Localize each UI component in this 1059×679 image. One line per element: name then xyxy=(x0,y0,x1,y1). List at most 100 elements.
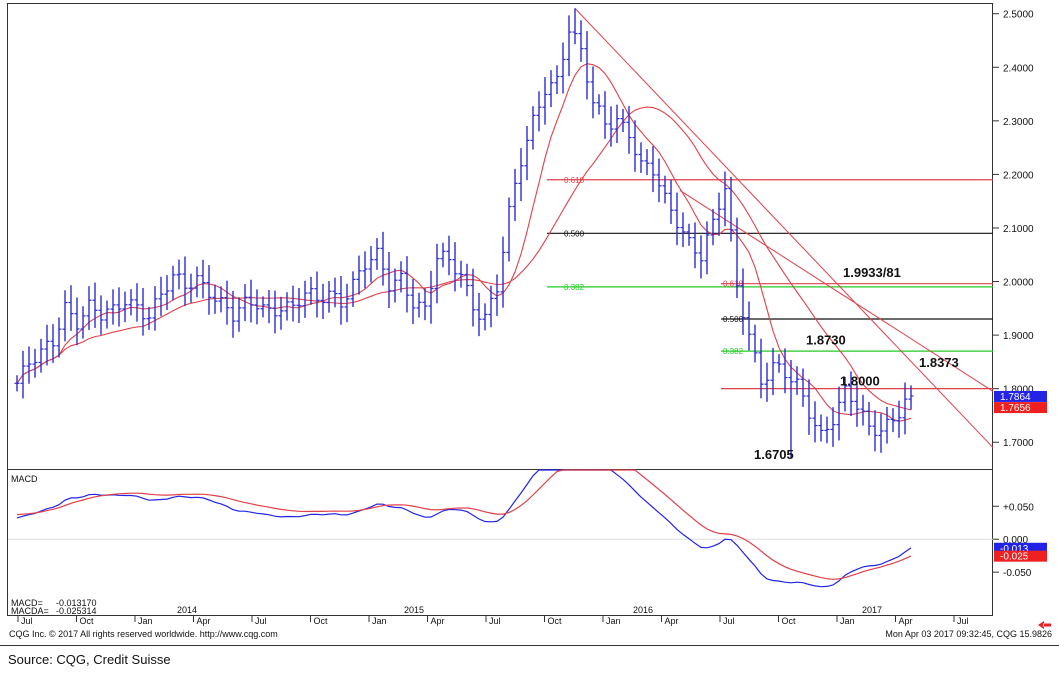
macda-value: -0.025314 xyxy=(56,606,97,616)
price-bar xyxy=(764,362,770,402)
price-bar xyxy=(572,8,578,45)
price-bar xyxy=(692,222,698,269)
price-annotation: 1.6705 xyxy=(754,447,794,462)
x-tick-label: Oct xyxy=(548,616,563,626)
price-bar xyxy=(344,283,350,323)
fib-level-label: 0.618 xyxy=(723,280,744,289)
fib-level-label: 0.382 xyxy=(564,283,585,292)
price-bar xyxy=(170,265,176,301)
price-bar xyxy=(614,104,620,144)
price-bar xyxy=(404,256,410,313)
price-bar xyxy=(230,290,236,338)
price-bar xyxy=(602,91,608,139)
price-bar xyxy=(830,407,836,447)
price-bar xyxy=(368,246,374,283)
price-panel-frame xyxy=(7,3,993,470)
y-tick-label: 2.5000 xyxy=(1003,10,1034,21)
price-bar xyxy=(398,261,404,293)
price-bar xyxy=(746,301,752,351)
price-bar xyxy=(668,179,674,224)
price-bar xyxy=(650,146,656,193)
price-bar xyxy=(26,346,32,384)
price-bar xyxy=(152,286,158,331)
price-bar xyxy=(608,106,614,147)
last-price-box xyxy=(994,390,1047,402)
price-bar xyxy=(620,108,626,133)
price-bar xyxy=(596,94,602,115)
price-bar xyxy=(788,360,794,459)
price-bar xyxy=(92,282,98,328)
price-bar xyxy=(770,347,776,396)
price-bar xyxy=(44,324,50,366)
price-bar xyxy=(656,158,662,203)
price-bar xyxy=(194,266,200,298)
price-bar xyxy=(248,279,254,323)
price-bar xyxy=(584,31,590,100)
price-bar xyxy=(308,276,314,305)
price-bar xyxy=(524,125,530,181)
price-bar xyxy=(428,270,434,324)
footer-left: CQG Inc. © 2017 All rights reserved worl… xyxy=(9,629,278,639)
price-bar xyxy=(218,286,224,313)
y-tick-label: 1.9000 xyxy=(1003,331,1034,342)
price-bar xyxy=(686,223,692,246)
macd-panel-frame xyxy=(7,469,993,616)
x-tick-label: Jul xyxy=(489,616,501,626)
y-tick-label: 1.7000 xyxy=(1003,438,1034,449)
price-bar xyxy=(644,149,650,176)
price-bar xyxy=(506,197,512,262)
x-tick-label: Jul xyxy=(957,616,969,626)
price-bar xyxy=(908,385,914,410)
price-bar xyxy=(38,338,44,373)
x-tick-label: Oct xyxy=(314,616,329,626)
price-bar xyxy=(266,290,272,324)
fib-level-label: 0.382 xyxy=(723,347,744,356)
price-bar xyxy=(500,236,506,308)
y-tick-label: 1.8000 xyxy=(1003,385,1034,396)
price-bar xyxy=(728,177,734,242)
ma-fast-line xyxy=(16,63,912,422)
x-tick-label: Apr xyxy=(665,616,679,626)
price-bar xyxy=(542,77,548,125)
price-bar xyxy=(290,285,296,322)
price-bar xyxy=(224,280,230,325)
price-bar xyxy=(284,292,290,321)
x-tick-label: Jan xyxy=(138,616,153,626)
price-bar xyxy=(782,348,788,394)
price-bar xyxy=(350,271,356,307)
fib-level-label: 0.500 xyxy=(723,315,744,324)
price-bar xyxy=(776,354,782,373)
price-bar xyxy=(818,414,824,442)
price-bar xyxy=(866,401,872,436)
fib-level-label: 0.500 xyxy=(564,229,585,238)
price-bar xyxy=(362,251,368,289)
price-annotation: 1.8000 xyxy=(840,374,880,389)
price-bar xyxy=(338,275,344,325)
y-tick-label: 2.4000 xyxy=(1003,63,1034,74)
ma-value-box-label: 1.7656 xyxy=(1000,403,1031,414)
price-bar xyxy=(74,297,80,346)
macda-value-box xyxy=(994,550,1047,562)
price-bar xyxy=(698,235,704,279)
price-bar xyxy=(80,306,86,339)
price-bar xyxy=(740,268,746,335)
price-bar xyxy=(410,279,416,325)
price-bar xyxy=(326,281,332,313)
price-annotation: 1.8373 xyxy=(919,355,959,370)
price-bar xyxy=(548,70,554,108)
price-bar xyxy=(464,263,470,297)
x-tick-label: Jan xyxy=(840,616,855,626)
price-bar xyxy=(200,259,206,299)
macd-y-tick-label: 0.000 xyxy=(1003,535,1028,546)
price-bar xyxy=(578,20,584,62)
price-bar xyxy=(422,288,428,321)
price-bar xyxy=(278,296,284,330)
macda-label: MACDA= xyxy=(11,606,49,616)
macd-value: -0.013170 xyxy=(56,598,97,608)
price-bar xyxy=(374,238,380,270)
price-bar xyxy=(854,383,860,427)
price-bar xyxy=(242,284,248,322)
price-bar xyxy=(20,350,26,399)
scroll-left-arrow-icon[interactable] xyxy=(1038,621,1051,629)
